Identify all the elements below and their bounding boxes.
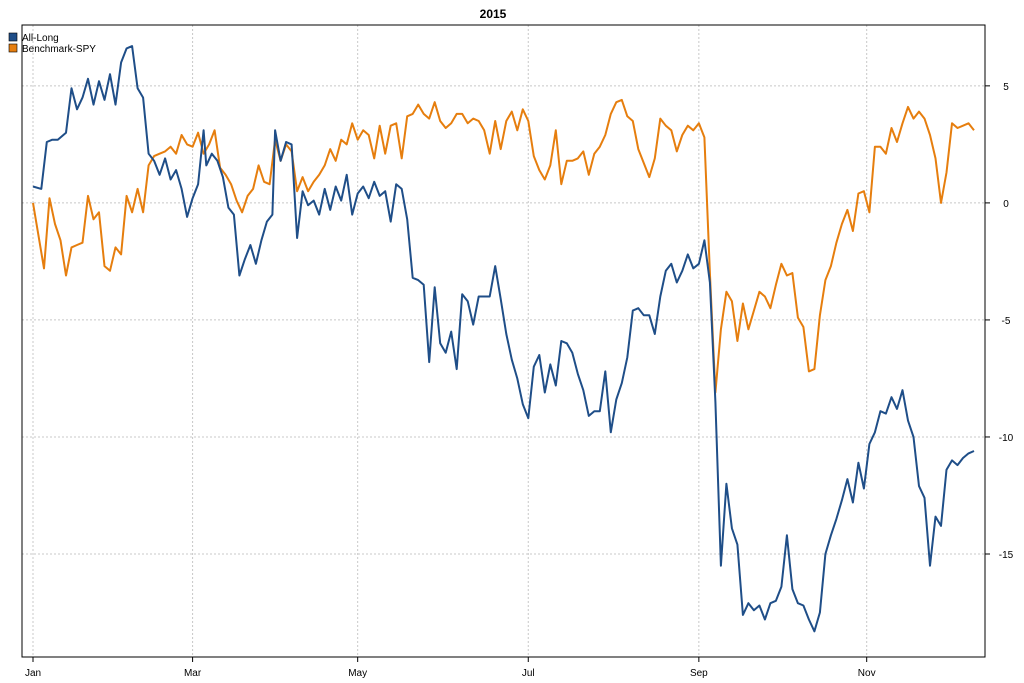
y-tick-label: -5 (1002, 316, 1011, 327)
x-tick-label: Jan (25, 668, 41, 679)
x-tick-label: Nov (858, 668, 876, 679)
x-tick-label: Sep (690, 668, 708, 679)
y-tick-label: -15 (999, 550, 1014, 561)
series-line-all-long (32, 45, 975, 633)
y-tick-label: -10 (999, 433, 1014, 444)
y-tick-label: 5 (1003, 82, 1009, 93)
legend-label-benchmark-spy: Benchmark-SPY (22, 44, 96, 55)
series-layer (32, 45, 975, 633)
series-line-benchmark-spy (32, 98, 975, 394)
x-tick-label: May (348, 668, 367, 679)
chart-title: 2015 (480, 7, 507, 21)
y-tick-label: 0 (1003, 199, 1009, 210)
x-tick-label: Mar (184, 668, 202, 679)
legend-swatch-benchmark-spy (8, 43, 18, 53)
axes: Jan Mar May Jul Sep Nov 5 0 -5 -10 -15 (21, 24, 1014, 679)
x-tick-label: Jul (522, 668, 535, 679)
plot-frame (21, 24, 986, 658)
legend-swatch-all-long (8, 32, 18, 42)
legend-label-all-long: All-Long (22, 33, 59, 44)
grid (22, 25, 985, 657)
